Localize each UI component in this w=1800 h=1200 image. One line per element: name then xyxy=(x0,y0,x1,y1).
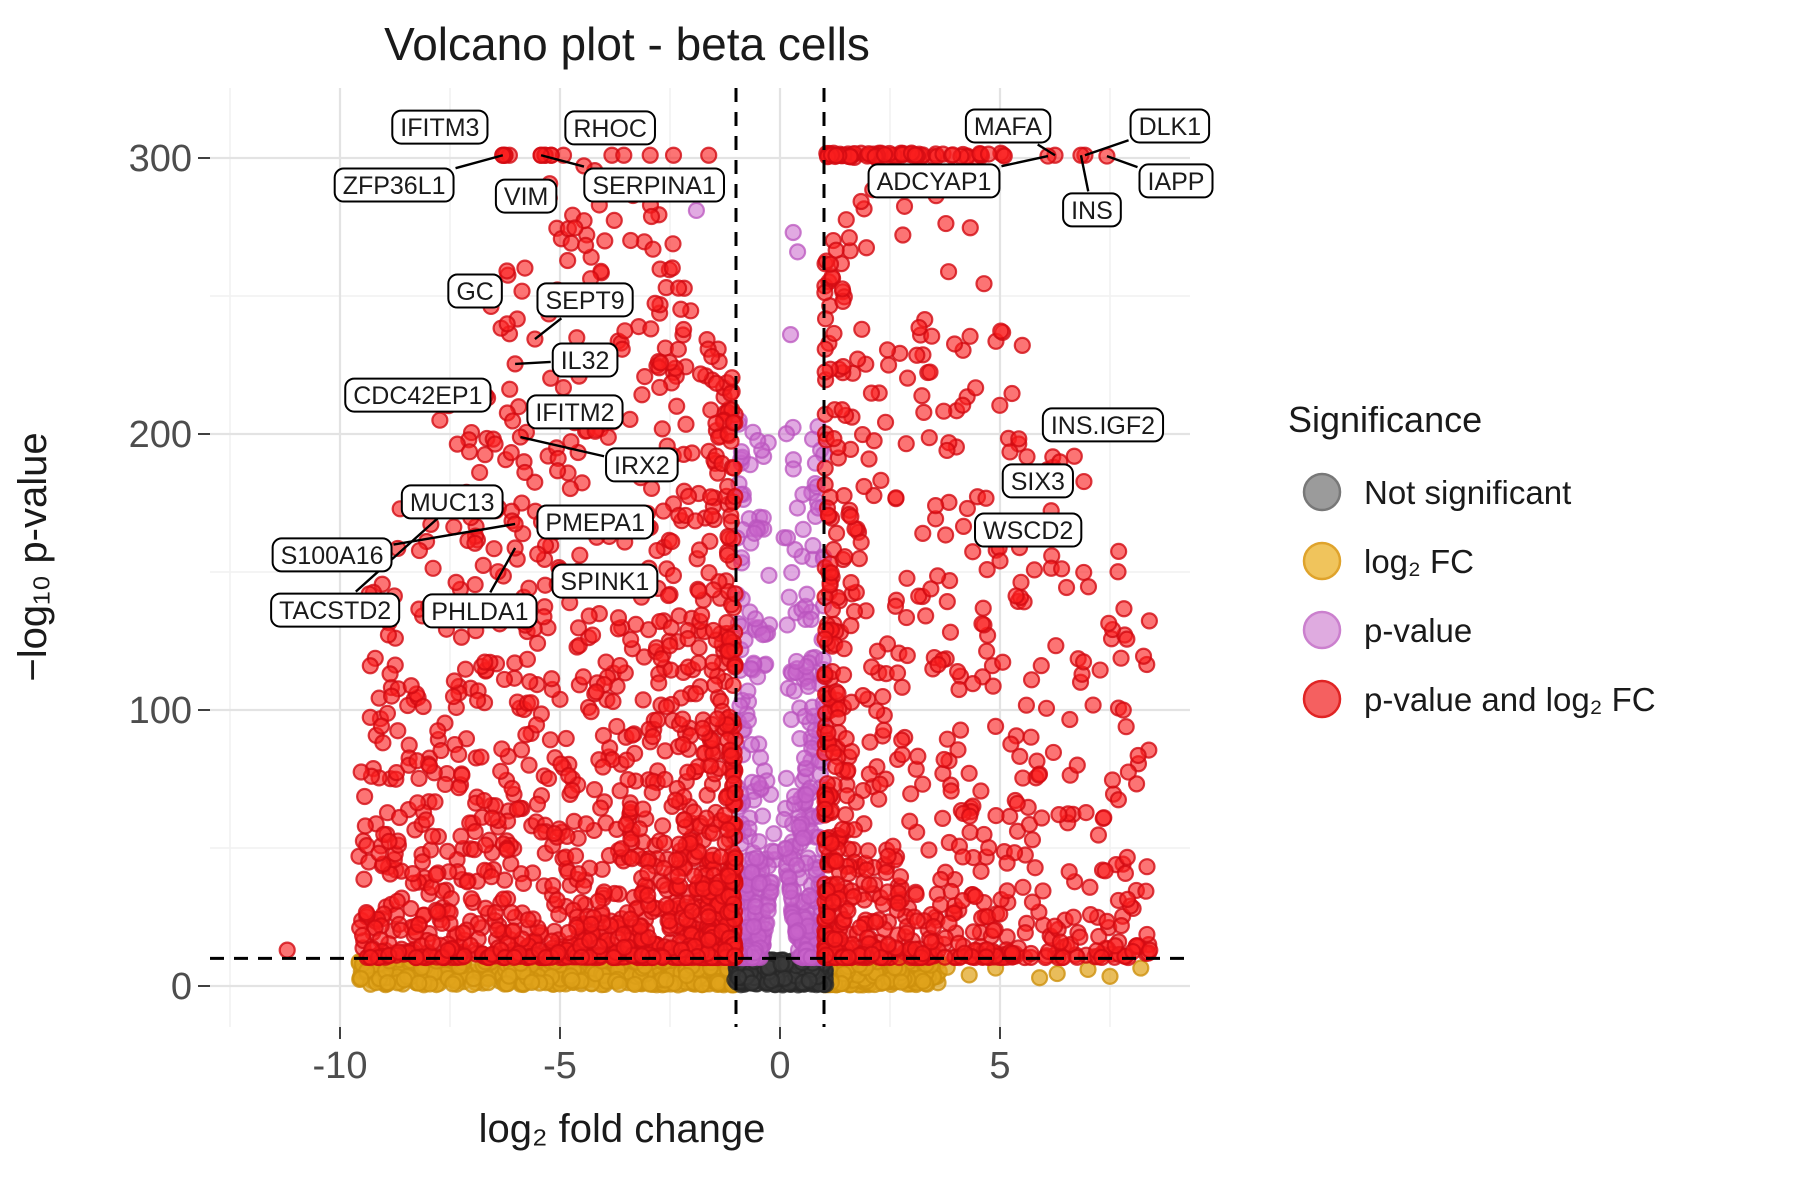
leader-line-SERPINA1 xyxy=(540,154,585,168)
legend-item-label: p-value xyxy=(1364,612,1472,649)
y-tick-label: 100 xyxy=(129,690,192,732)
leader-line-IAPP xyxy=(1106,154,1138,169)
legend-item-0: Not significant xyxy=(1302,472,1571,512)
gene-label-ADCYAP1: ADCYAP1 xyxy=(867,163,1001,199)
legend-items: Not significant log₂ FC p-value p-value and… xyxy=(1302,472,1656,719)
leader-line-SEPT9 xyxy=(534,317,563,341)
gene-label-IRX2: IRX2 xyxy=(605,447,679,483)
gene-label-TACSTD2: TACSTD2 xyxy=(270,592,401,628)
svg-text:VIM: VIM xyxy=(504,183,548,211)
svg-text:INS.IGF2: INS.IGF2 xyxy=(1051,412,1155,440)
legend-item-3: p-value and log₂ FC xyxy=(1302,679,1656,719)
legend-title: Significance xyxy=(1288,399,1482,440)
leader-line-PHLDA1 xyxy=(489,547,517,594)
svg-text:PHLDA1: PHLDA1 xyxy=(431,598,528,626)
gene-label-GC: GC xyxy=(447,273,503,309)
svg-text:S100A16: S100A16 xyxy=(281,542,384,570)
legend-item-1: log₂ FC xyxy=(1302,541,1474,581)
legend-item-label: p-value and log₂ FC xyxy=(1364,681,1656,718)
svg-text:IL32: IL32 xyxy=(561,347,610,375)
gene-label-VIM: VIM xyxy=(494,178,558,214)
svg-text:ADCYAP1: ADCYAP1 xyxy=(877,168,992,196)
leader-line-IRX2 xyxy=(520,435,605,458)
legend-item-label: log₂ FC xyxy=(1364,543,1474,580)
gene-label-SERPINA1: SERPINA1 xyxy=(583,167,725,203)
leader-line-MAFA xyxy=(1037,143,1056,157)
gene-label-SPINK1: SPINK1 xyxy=(551,563,659,599)
legend: Significance Not significant log₂ FC p-val… xyxy=(1288,399,1656,719)
gene-label-IAPP: IAPP xyxy=(1138,163,1214,199)
svg-text:MAFA: MAFA xyxy=(974,113,1042,141)
svg-text:PMEPA1: PMEPA1 xyxy=(545,509,645,537)
gene-label-MUC13: MUC13 xyxy=(400,484,504,520)
gene-label-IFITM3: IFITM3 xyxy=(391,109,489,145)
legend-key-dot xyxy=(1302,541,1342,581)
leader-line-INS xyxy=(1079,155,1090,192)
svg-text:WSCD2: WSCD2 xyxy=(983,517,1073,545)
gene-label-PMEPA1: PMEPA1 xyxy=(536,504,654,540)
svg-text:IFITM2: IFITM2 xyxy=(535,399,614,427)
svg-text:DLK1: DLK1 xyxy=(1139,113,1202,141)
svg-text:RHOC: RHOC xyxy=(573,115,647,143)
gene-label-INS: INS xyxy=(1062,192,1122,228)
gene-label-S100A16: S100A16 xyxy=(271,537,393,573)
x-axis-title: log₂ fold change xyxy=(479,1107,766,1151)
x-tick-label: 0 xyxy=(769,1045,790,1087)
legend-item-2: p-value xyxy=(1302,610,1472,650)
svg-text:SIX3: SIX3 xyxy=(1011,468,1065,496)
svg-text:SEPT9: SEPT9 xyxy=(545,287,624,315)
y-axis-title: −log₁₀ p-value xyxy=(11,432,55,681)
gene-label-SIX3: SIX3 xyxy=(1001,463,1074,499)
gene-label-leader-lines xyxy=(355,139,1138,594)
pvalue-and-log2fc-points-layer xyxy=(278,144,1159,967)
gene-label-PHLDA1: PHLDA1 xyxy=(422,593,538,629)
svg-text:ZFP36L1: ZFP36L1 xyxy=(343,172,446,200)
y-tick-label: 300 xyxy=(129,138,192,180)
svg-text:MUC13: MUC13 xyxy=(410,489,495,517)
data-points-layer xyxy=(278,144,1159,994)
legend-key-dot xyxy=(1302,610,1342,650)
x-tick-label: 5 xyxy=(989,1045,1010,1087)
svg-text:TACSTD2: TACSTD2 xyxy=(279,597,391,625)
y-tick-label: 200 xyxy=(129,414,192,456)
svg-text:SPINK1: SPINK1 xyxy=(560,568,649,596)
svg-text:IFITM3: IFITM3 xyxy=(400,114,479,142)
leader-line-ZFP36L1 xyxy=(455,154,504,170)
svg-text:IRX2: IRX2 xyxy=(614,452,670,480)
leader-line-DLK1 xyxy=(1084,139,1129,157)
data-point-GC xyxy=(498,315,516,333)
data-point-CDC42EP1 xyxy=(431,411,449,429)
legend-item-label: Not significant xyxy=(1364,474,1571,511)
data-point-WSCD2 xyxy=(991,552,1009,570)
svg-text:INS: INS xyxy=(1071,197,1113,225)
svg-text:GC: GC xyxy=(456,278,494,306)
leader-line-IL32 xyxy=(515,360,551,366)
gene-label-INS.IGF2: INS.IGF2 xyxy=(1041,407,1165,443)
gene-label-WSCD2: WSCD2 xyxy=(974,512,1083,548)
svg-text:IAPP: IAPP xyxy=(1148,168,1205,196)
svg-text:SERPINA1: SERPINA1 xyxy=(592,172,716,200)
gene-label-RHOC: RHOC xyxy=(564,110,656,146)
x-tick-label: -10 xyxy=(313,1045,368,1087)
gene-labels-layer: IFITM3 RHOC ZFP36L1 VIM SERPINA1 MAFA DLK1 ADCY… xyxy=(270,108,1214,629)
leader-line-ADCYAP1 xyxy=(1001,154,1049,168)
svg-text:CDC42EP1: CDC42EP1 xyxy=(353,382,482,410)
y-tick-label: 0 xyxy=(171,966,192,1008)
gene-label-IL32: IL32 xyxy=(551,342,619,378)
chart-title: Volcano plot - beta cells xyxy=(384,18,870,70)
gene-label-DLK1: DLK1 xyxy=(1129,108,1211,144)
gene-label-MAFA: MAFA xyxy=(964,108,1052,144)
gene-label-CDC42EP1: CDC42EP1 xyxy=(344,377,492,413)
gene-label-IFITM2: IFITM2 xyxy=(526,394,624,430)
threshold-lines-layer xyxy=(210,88,1190,1027)
gene-label-ZFP36L1: ZFP36L1 xyxy=(333,167,455,203)
legend-key-dot xyxy=(1302,472,1342,512)
legend-key-dot xyxy=(1302,679,1342,719)
gene-label-SEPT9: SEPT9 xyxy=(536,282,634,318)
x-tick-label: -5 xyxy=(543,1045,577,1087)
